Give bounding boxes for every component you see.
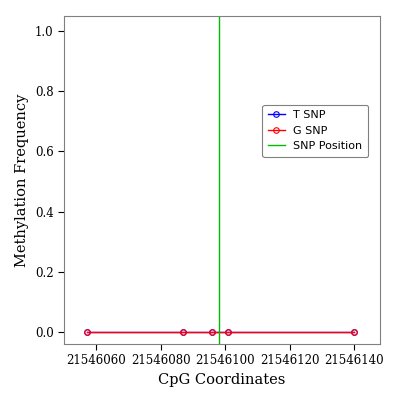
G SNP	[181, 330, 186, 334]
T SNP	[84, 330, 89, 334]
Line: T SNP: T SNP	[84, 329, 357, 335]
T SNP	[181, 330, 186, 334]
G SNP	[226, 330, 231, 334]
Y-axis label: Methylation Frequency: Methylation Frequency	[15, 93, 29, 267]
T SNP	[210, 330, 215, 334]
T SNP	[226, 330, 231, 334]
Line: G SNP: G SNP	[84, 329, 357, 335]
G SNP	[84, 330, 89, 334]
G SNP	[352, 330, 357, 334]
Legend: T SNP, G SNP, SNP Position: T SNP, G SNP, SNP Position	[262, 105, 368, 157]
G SNP	[210, 330, 215, 334]
X-axis label: CpG Coordinates: CpG Coordinates	[158, 373, 286, 387]
T SNP	[352, 330, 357, 334]
